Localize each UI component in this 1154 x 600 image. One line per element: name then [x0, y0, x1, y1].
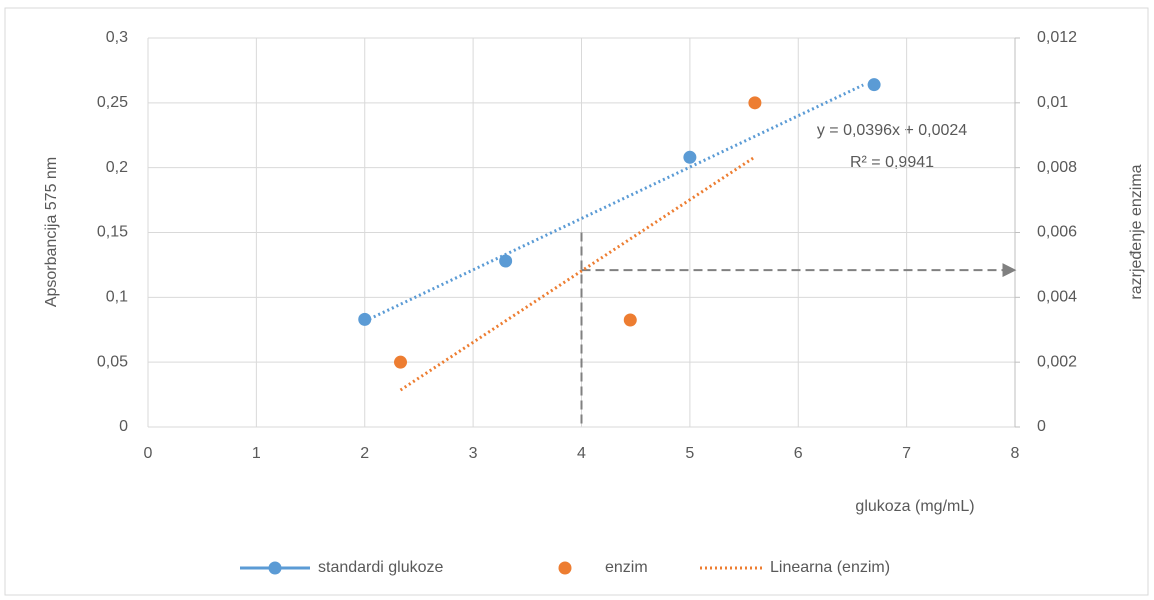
- data-point: [358, 312, 372, 326]
- y-tick-label: 0,2: [106, 159, 128, 176]
- data-point: [623, 313, 637, 327]
- y-tick-label: 0,15: [97, 224, 128, 241]
- legend-marker: [558, 561, 572, 575]
- y2-tick-label: 0: [1037, 418, 1046, 435]
- y2-tick-label: 0,004: [1037, 289, 1077, 306]
- data-point: [499, 254, 513, 268]
- data-point: [867, 78, 881, 92]
- x-axis-title: glukoza (mg/mL): [855, 498, 974, 515]
- y-tick-label: 0,05: [97, 353, 128, 370]
- trendline-r-squared: R² = 0,9941: [850, 154, 934, 171]
- legend-marker: [268, 561, 282, 575]
- x-tick-label: 3: [469, 445, 478, 462]
- y-tick-label: 0,25: [97, 94, 128, 111]
- x-tick-label: 1: [252, 445, 261, 462]
- y2-tick-label: 0,012: [1037, 29, 1077, 46]
- y-tick-label: 0: [119, 418, 128, 435]
- trendline-equation: y = 0,0396x + 0,0024: [817, 122, 967, 139]
- y-tick-label: 0,1: [106, 289, 128, 306]
- x-tick-label: 4: [577, 445, 586, 462]
- data-point: [394, 355, 408, 369]
- y-tick-label: 0,3: [106, 29, 128, 46]
- x-tick-label: 0: [144, 445, 153, 462]
- y2-tick-label: 0,008: [1037, 159, 1077, 176]
- y2-tick-label: 0,002: [1037, 353, 1077, 370]
- data-point: [748, 96, 762, 110]
- x-tick-label: 2: [360, 445, 369, 462]
- x-tick-label: 5: [685, 445, 694, 462]
- x-tick-label: 7: [902, 445, 911, 462]
- x-tick-label: 6: [794, 445, 803, 462]
- legend-label: standardi glukoze: [318, 559, 444, 576]
- y2-tick-label: 0,006: [1037, 224, 1077, 241]
- legend-label: enzim: [605, 559, 648, 576]
- y-axis-title: Apsorbancija 575 nm: [43, 157, 60, 307]
- y2-axis-title: razrjeđenje enzima: [1128, 164, 1145, 299]
- trendline: [399, 155, 756, 392]
- x-tick-label: 8: [1011, 445, 1020, 462]
- legend-label: Linearna (enzim): [770, 559, 890, 576]
- chart-border: [4, 7, 1149, 596]
- y2-tick-label: 0,01: [1037, 94, 1068, 111]
- data-point: [683, 150, 697, 164]
- trendline: [364, 83, 864, 323]
